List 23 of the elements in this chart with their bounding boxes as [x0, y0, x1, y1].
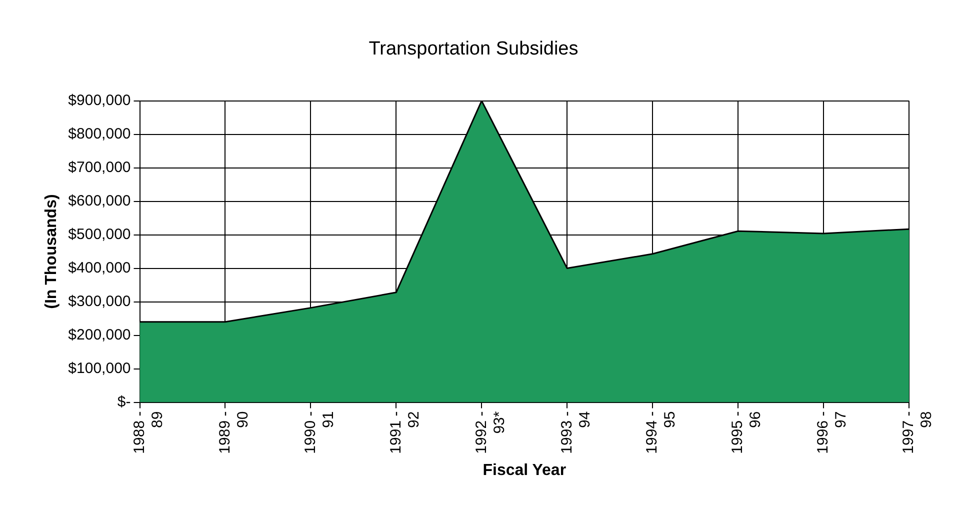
y-tick-label: $500,000 [68, 226, 131, 243]
y-tick-label: $100,000 [68, 360, 131, 377]
x-tick-label: 1988 - 89 [130, 411, 166, 454]
y-tick-label: $600,000 [68, 192, 131, 210]
y-tick-label: $200,000 [68, 326, 131, 344]
y-tick-label: $- [117, 393, 131, 410]
y-tick-label: $800,000 [68, 125, 131, 142]
y-tick-label: $900,000 [68, 92, 131, 109]
x-tick-label: 1990 - 91 [302, 411, 337, 454]
x-tick-label: 1996 - 97 [814, 411, 850, 454]
y-tick-label: $700,000 [68, 158, 131, 176]
x-tick-label: 1991 - 92 [387, 411, 422, 454]
x-tick-label: 1993 - 94 [558, 411, 594, 454]
x-tick-label: 1992 - 93* [472, 411, 508, 454]
y-tick-label: $300,000 [68, 292, 131, 310]
x-tick-label: 1997 - 98 [900, 411, 936, 454]
x-tick-label: 1989 - 90 [216, 411, 252, 454]
x-axis-title: Fiscal Year [482, 462, 566, 479]
x-tick-label: 1995 - 96 [729, 411, 764, 454]
y-tick-label: $400,000 [68, 259, 131, 276]
y-axis-title: (In Thousands) [43, 194, 60, 309]
chart-title: Transportation Subsidies [368, 38, 578, 60]
x-tick-label: 1994 - 95 [644, 411, 679, 454]
